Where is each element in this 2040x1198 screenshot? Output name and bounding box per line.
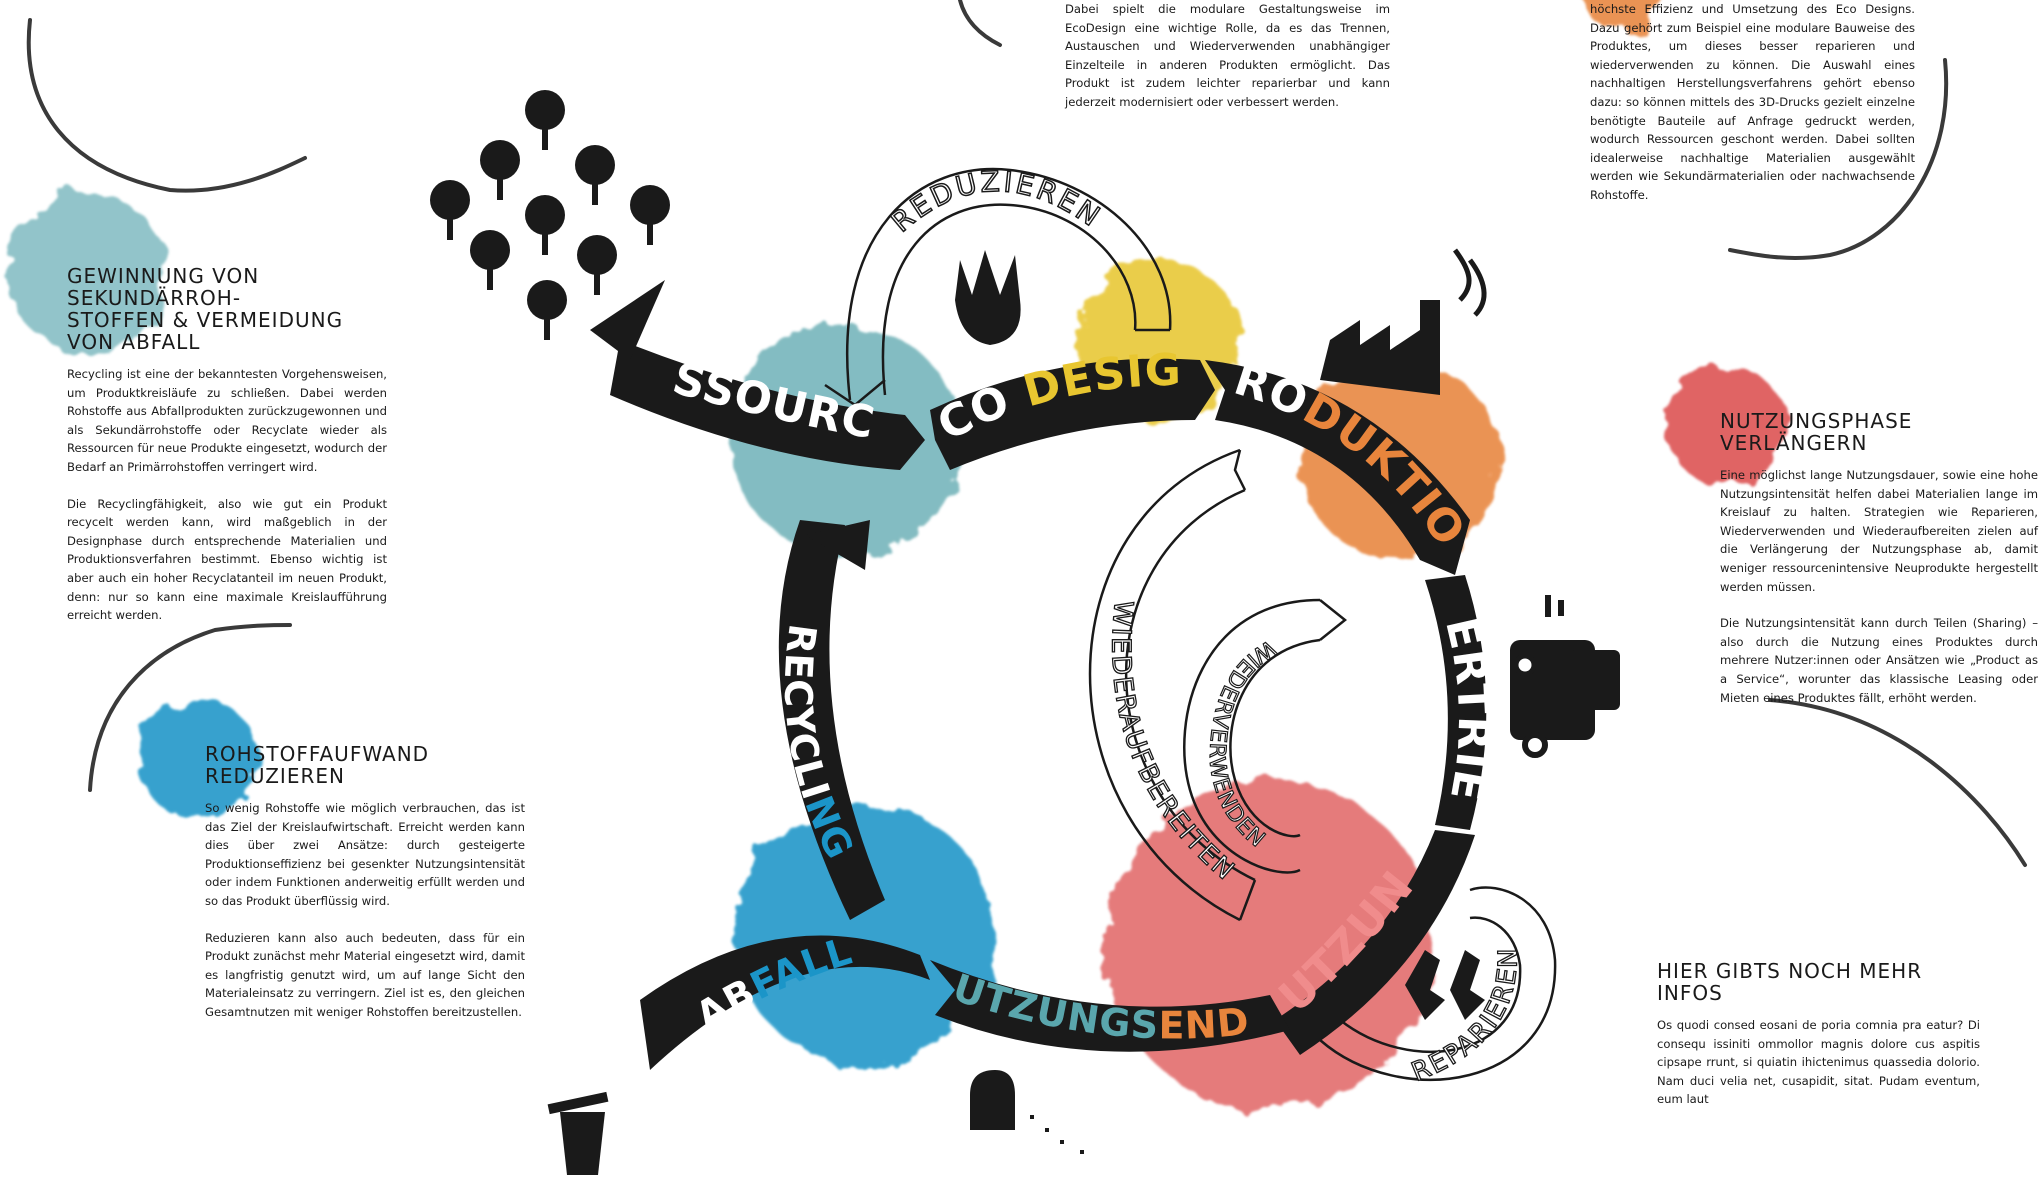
nutzungsphase-paragraph-2: Die Nutzungsintensität kann durch Teilen… <box>1720 616 2038 705</box>
cycle-ribbons <box>610 340 1487 1070</box>
rohstoff-heading: ROHSTOFFAUFWAND REDUZIEREN <box>205 742 430 788</box>
reparieren-loop <box>1319 886 1557 1081</box>
sekundaer-heading-line1: GEWINNUNG VON SEKUNDÄRROH- <box>67 264 260 310</box>
sekundaer-heading-line2: STOFFEN & VERMEIDUNG VON ABFALL <box>67 308 344 354</box>
sekundaer-heading: GEWINNUNG VON SEKUNDÄRROH- STOFFEN & VERM… <box>67 265 387 353</box>
trash-can-icon <box>547 1091 609 1175</box>
ressourcen-arrowhead <box>590 280 665 360</box>
rohstoff-section: ROHSTOFFAUFWAND REDUZIEREN So wenig Rohs… <box>205 743 525 1022</box>
wiederaufbereiten-loop <box>1088 448 1257 922</box>
rohstoff-paragraph-2: Reduzieren kann also auch bedeuten, dass… <box>205 930 525 1019</box>
decorative-lines <box>26 0 2027 867</box>
repair-hands-icon <box>1405 950 1485 1020</box>
sekundaer-section: GEWINNUNG VON SEKUNDÄRROH- STOFFEN & VERM… <box>67 265 387 625</box>
produktion-text-block: höchste Effizienz und Umsetzung des Eco … <box>1590 0 1915 205</box>
sekundaer-paragraph-1: Recycling ist eine der bekanntesten Vorg… <box>67 367 387 474</box>
produktion-paragraph: höchste Effizienz und Umsetzung des Eco … <box>1590 2 1915 202</box>
sekundaer-paragraph-2: Die Recyclingfähigkeit, also wie gut ein… <box>67 496 387 623</box>
nutzungsphase-heading: NUTZUNGSPHASE VERLÄNGERN <box>1720 409 1913 455</box>
wiederverwenden-loop <box>1183 598 1348 874</box>
nutzungsphase-paragraph-1: Eine möglichst lange Nutzungsdauer, sowi… <box>1720 468 2038 594</box>
delivery-truck-icon <box>1510 595 1620 758</box>
stage-recycling: RECYCLING <box>776 621 863 866</box>
infos-heading: HIER GIBTS NOCH MEHR INFOS <box>1657 959 1923 1005</box>
eco-design-paragraph: Dabei spielt die modulare Gestaltungswei… <box>1065 2 1390 109</box>
infos-paragraph: Os quodi consed eosani de poria comnia p… <box>1657 1018 1980 1107</box>
rohstoff-paragraph-1: So wenig Rohstoffe wie möglich verbrauch… <box>205 801 525 908</box>
eco-design-text-block: Dabei spielt die modulare Gestaltungswei… <box>1065 0 1390 112</box>
grave-icon <box>970 1070 1084 1154</box>
tree-icon <box>430 90 670 340</box>
factory-icon <box>1320 248 1487 395</box>
nutzungsphase-section: NUTZUNGSPHASE VERLÄNGERN Eine möglichst … <box>1720 410 2038 707</box>
reduzieren-label: REDUZIEREN <box>885 165 1108 239</box>
reduzieren-loop <box>824 167 1172 407</box>
hand-recycling-icon <box>955 250 1021 345</box>
recycling-arrowhead <box>805 520 870 570</box>
infos-section: HIER GIBTS NOCH MEHR INFOS Os quodi cons… <box>1657 960 1980 1109</box>
